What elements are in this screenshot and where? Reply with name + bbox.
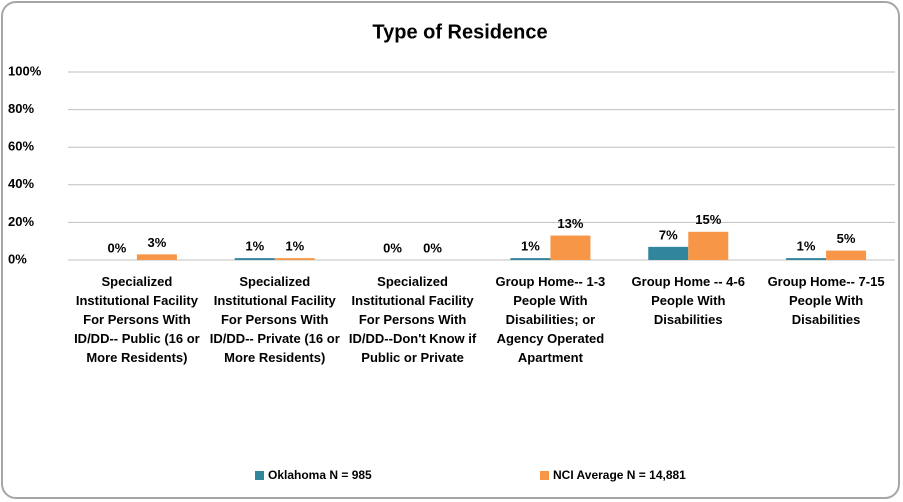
x-tick-label: Specialized Institutional Facility For P… [209,274,340,365]
legend-label: NCI Average N = 14,881 [553,468,686,482]
bar [688,231,729,260]
y-tick-label: 80% [8,101,34,116]
y-tick-label: 100% [8,63,42,78]
data-label: 13% [557,216,583,231]
data-label: 0% [383,240,402,255]
data-label: 5% [837,231,856,246]
legend-swatch [255,471,264,480]
data-label: 1% [245,239,264,254]
bar [274,258,315,260]
data-label: 15% [695,212,721,227]
bar [550,235,591,260]
bar [786,258,827,260]
x-tick-label: Specialized Institutional Facility For P… [74,274,200,365]
data-label: 1% [285,239,304,254]
bar [136,254,177,260]
x-tick-label: Specialized Institutional Facility For P… [348,274,477,365]
data-label: 0% [108,240,127,255]
bar [826,250,867,260]
legend-label: Oklahoma N = 985 [268,468,372,482]
bar [234,258,275,260]
x-tick-label: Group Home-- 1-3 People With Disabilitie… [495,274,606,365]
x-tick-label: Group Home -- 4-6 People With Disabiliti… [631,274,745,327]
bar [510,258,551,260]
y-tick-label: 0% [8,251,27,266]
legend-swatch [540,471,549,480]
data-label: 7% [659,227,678,242]
y-tick-label: 20% [8,214,34,229]
data-label: 3% [148,235,167,250]
y-tick-label: 60% [8,139,34,154]
x-tick-label: Group Home-- 7-15 People With Disabiliti… [767,274,885,327]
y-tick-label: 40% [8,176,34,191]
data-label: 1% [797,239,816,254]
bar [648,246,689,260]
chart-title: Type of Residence [372,21,547,43]
data-label: 0% [423,240,442,255]
data-label: 1% [521,239,540,254]
